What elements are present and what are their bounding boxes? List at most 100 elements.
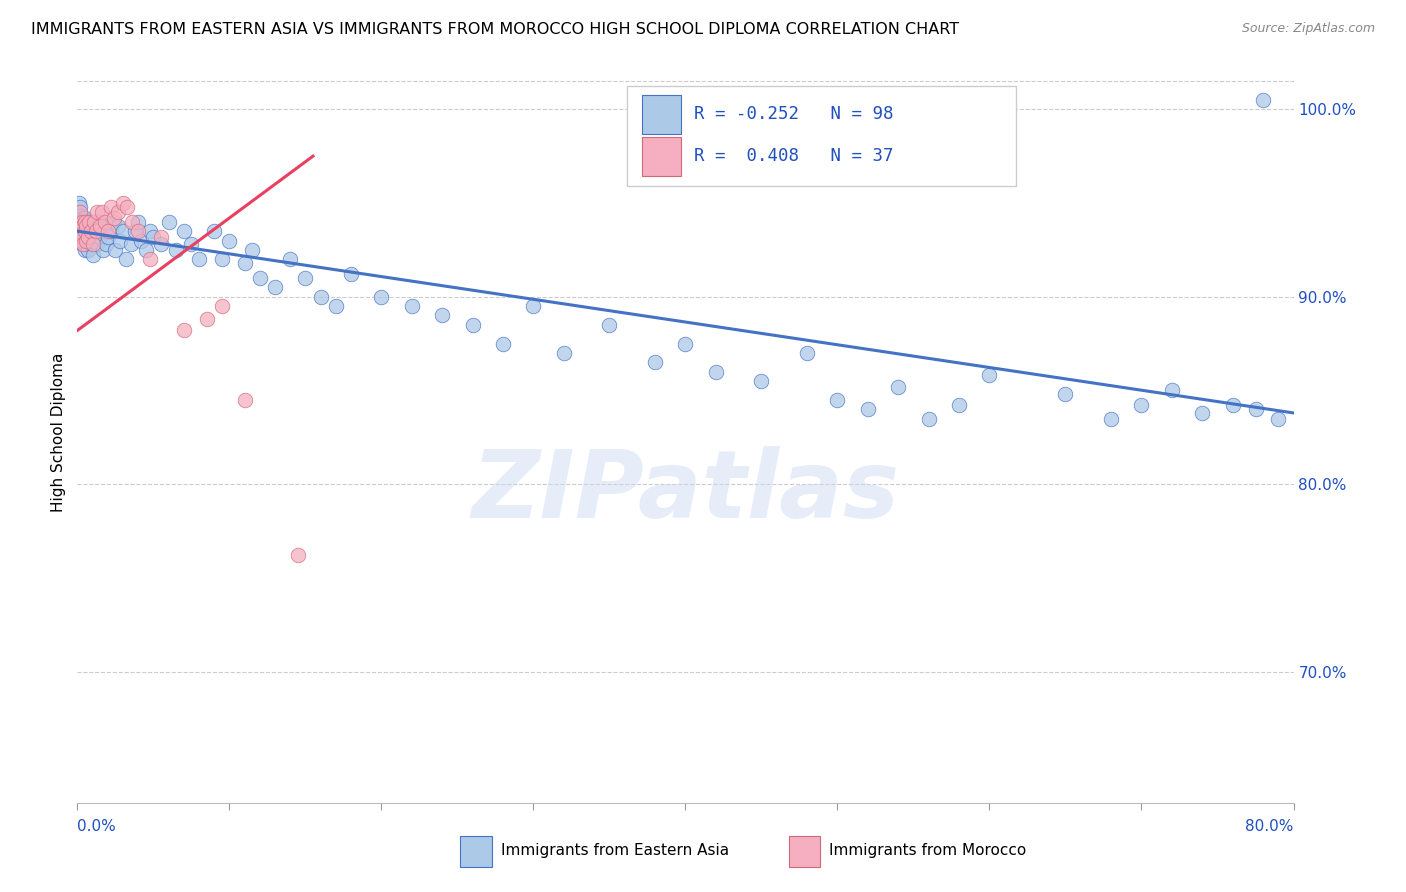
Point xyxy=(202,224,225,238)
Point xyxy=(149,229,172,244)
Point xyxy=(83,215,105,229)
Point xyxy=(70,215,93,229)
Point xyxy=(108,234,131,248)
Point xyxy=(121,215,143,229)
Point xyxy=(240,243,263,257)
Point xyxy=(157,215,180,229)
Point xyxy=(139,252,162,267)
Point xyxy=(492,336,515,351)
Point xyxy=(233,256,256,270)
Point xyxy=(1191,406,1213,420)
Point xyxy=(69,224,91,238)
Text: 0.0%: 0.0% xyxy=(77,819,117,834)
Point xyxy=(75,234,97,248)
Point xyxy=(135,243,157,257)
Point xyxy=(195,312,218,326)
Point xyxy=(211,299,233,313)
Point xyxy=(979,368,1001,383)
Point xyxy=(401,299,423,313)
Point xyxy=(69,209,91,223)
Point xyxy=(86,205,108,219)
Point xyxy=(90,219,112,233)
FancyBboxPatch shape xyxy=(460,836,492,867)
Point xyxy=(309,290,332,304)
Point xyxy=(91,243,114,257)
Point xyxy=(120,237,142,252)
Point xyxy=(97,229,120,244)
Point xyxy=(1244,402,1267,417)
Point xyxy=(1130,399,1153,413)
Point xyxy=(598,318,620,332)
Point xyxy=(93,224,115,238)
Point xyxy=(142,229,165,244)
Point xyxy=(751,374,773,388)
Point xyxy=(124,224,146,238)
Point xyxy=(70,215,93,229)
Point xyxy=(117,200,139,214)
Point xyxy=(67,234,90,248)
Point xyxy=(72,237,94,252)
Point xyxy=(278,252,301,267)
Point xyxy=(84,224,107,238)
Point xyxy=(79,234,101,248)
Point xyxy=(82,248,104,262)
Point xyxy=(70,215,93,229)
Text: 80.0%: 80.0% xyxy=(1246,819,1294,834)
Point xyxy=(294,271,316,285)
Point xyxy=(73,243,96,257)
Point xyxy=(70,224,93,238)
Point xyxy=(127,224,149,238)
Point xyxy=(82,237,104,252)
Point xyxy=(79,215,101,229)
Point xyxy=(188,252,211,267)
Point xyxy=(165,243,187,257)
Point xyxy=(90,205,112,219)
Point xyxy=(72,234,94,248)
Point xyxy=(73,211,96,225)
Point xyxy=(1267,411,1289,425)
Point xyxy=(80,237,103,252)
Point xyxy=(72,211,94,225)
Point xyxy=(461,318,484,332)
Point xyxy=(249,271,271,285)
Point xyxy=(100,200,122,214)
Point xyxy=(1251,93,1274,107)
Point xyxy=(86,237,108,252)
Point xyxy=(82,224,104,238)
Point xyxy=(675,336,697,351)
Point xyxy=(918,411,941,425)
Point xyxy=(73,224,96,238)
Point xyxy=(69,205,91,219)
Text: IMMIGRANTS FROM EASTERN ASIA VS IMMIGRANTS FROM MOROCCO HIGH SCHOOL DIPLOMA CORR: IMMIGRANTS FROM EASTERN ASIA VS IMMIGRAN… xyxy=(31,22,959,37)
Point xyxy=(69,200,91,214)
Point xyxy=(115,252,138,267)
Point xyxy=(75,219,97,233)
Point xyxy=(75,237,97,252)
Text: ZIPatlas: ZIPatlas xyxy=(471,446,900,538)
Point xyxy=(325,299,347,313)
Point xyxy=(77,243,100,257)
Point xyxy=(211,252,233,267)
Point xyxy=(73,224,96,238)
Point xyxy=(107,205,129,219)
Text: R =  0.408   N = 37: R = 0.408 N = 37 xyxy=(695,147,893,165)
Point xyxy=(430,309,453,323)
Point xyxy=(264,280,287,294)
Point xyxy=(827,392,849,407)
Point xyxy=(73,215,96,229)
Point xyxy=(80,215,103,229)
Point xyxy=(72,219,94,233)
Text: Source: ZipAtlas.com: Source: ZipAtlas.com xyxy=(1241,22,1375,36)
Point xyxy=(1161,384,1184,398)
Point xyxy=(887,380,910,394)
Point xyxy=(84,224,107,238)
Point xyxy=(83,234,105,248)
Point xyxy=(75,215,97,229)
Point xyxy=(522,299,544,313)
Point xyxy=(67,219,90,233)
Point xyxy=(233,392,256,407)
Point xyxy=(103,215,125,229)
Point xyxy=(370,290,392,304)
Point xyxy=(104,243,127,257)
Point xyxy=(80,224,103,238)
